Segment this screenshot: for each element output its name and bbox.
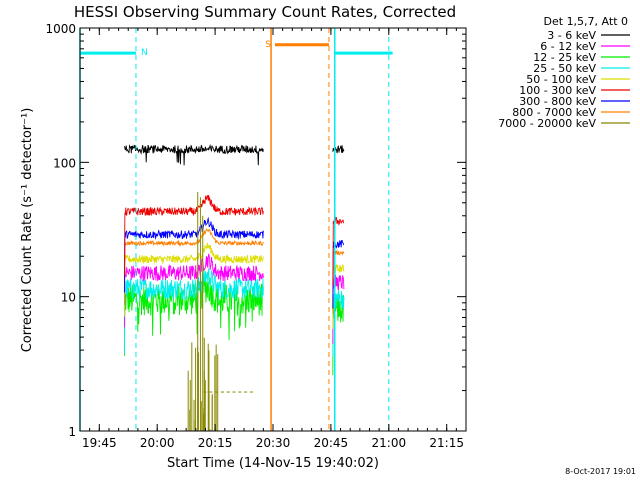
flag-label: S bbox=[265, 40, 271, 50]
y-tick-label: 10 bbox=[61, 291, 76, 305]
legend-label: 300 - 800 keV bbox=[519, 95, 596, 108]
series-line bbox=[123, 143, 264, 166]
series-layer bbox=[123, 143, 345, 431]
axis-layer: 19:45 20:00 20:15 20:30 20:45 21:00 21:15 1 10 10… bbox=[45, 22, 467, 450]
marker-layer: NS bbox=[79, 28, 393, 431]
legend-label: 7000 - 20000 keV bbox=[498, 117, 596, 130]
series-line bbox=[123, 242, 264, 317]
series-line bbox=[123, 216, 264, 293]
x-tick-label: 19:45 bbox=[82, 436, 117, 450]
y-tick-label: 100 bbox=[53, 156, 76, 170]
x-tick-label: 21:00 bbox=[372, 436, 407, 450]
y-axis-label: Corrected Count Rate (s⁻¹ detector⁻¹) bbox=[20, 108, 35, 353]
flag-label: N bbox=[141, 48, 148, 58]
y-tick-label: 1 bbox=[68, 425, 76, 439]
y-tick-label: 1000 bbox=[45, 22, 76, 36]
plot-frame bbox=[79, 27, 467, 432]
timestamp: 8-Oct-2017 19:01 bbox=[565, 467, 636, 476]
legend-label: 25 - 50 keV bbox=[533, 62, 596, 75]
x-axis-label: Start Time (14-Nov-15 19:40:02) bbox=[167, 456, 379, 471]
x-tick-label: 20:15 bbox=[198, 436, 233, 450]
series-line bbox=[123, 268, 264, 354]
x-tick-label: 21:15 bbox=[429, 436, 464, 450]
series-line bbox=[123, 194, 264, 276]
series-line bbox=[123, 253, 264, 328]
legend-header: Det 1,5,7, Att 0 bbox=[544, 15, 628, 28]
x-tick-label: 20:00 bbox=[140, 436, 175, 450]
x-tick-label: 20:45 bbox=[314, 436, 349, 450]
legend-label: 50 - 100 keV bbox=[526, 73, 596, 86]
legend-label: 3 - 6 keV bbox=[547, 29, 596, 42]
chart-title: HESSI Observing Summary Count Rates, Cor… bbox=[74, 3, 456, 21]
legend-label: 800 - 7000 keV bbox=[512, 106, 596, 119]
x-tick-label: 20:30 bbox=[256, 436, 291, 450]
series-line bbox=[123, 227, 264, 305]
legend-label: 100 - 300 keV bbox=[519, 84, 596, 97]
legend-label: 12 - 25 keV bbox=[533, 51, 596, 64]
legend-label: 6 - 12 keV bbox=[540, 40, 596, 53]
